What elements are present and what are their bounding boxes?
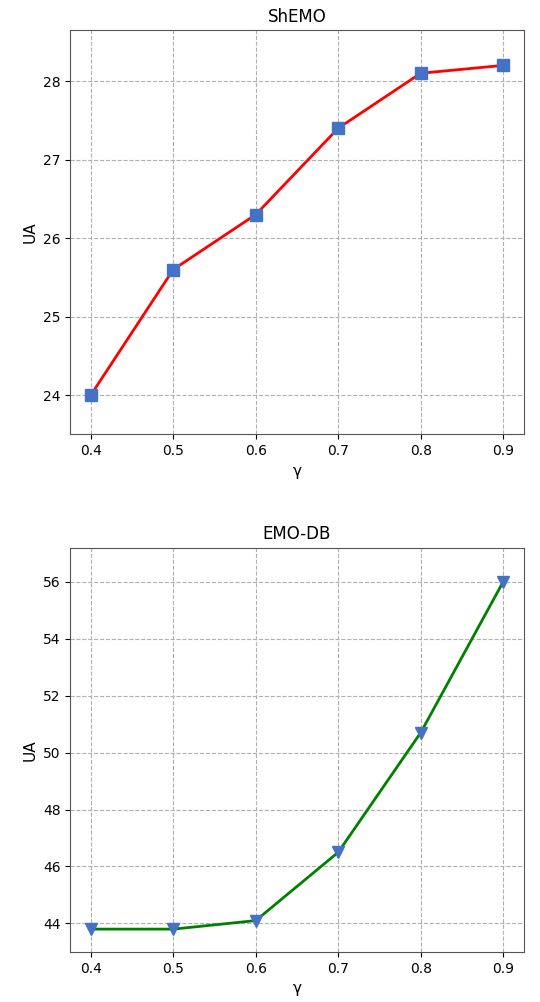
X-axis label: γ: γ xyxy=(293,464,301,479)
Y-axis label: UA: UA xyxy=(22,738,37,761)
Title: EMO-DB: EMO-DB xyxy=(263,525,331,543)
Y-axis label: UA: UA xyxy=(22,221,37,243)
X-axis label: γ: γ xyxy=(293,981,301,996)
Title: ShEMO: ShEMO xyxy=(268,8,326,26)
